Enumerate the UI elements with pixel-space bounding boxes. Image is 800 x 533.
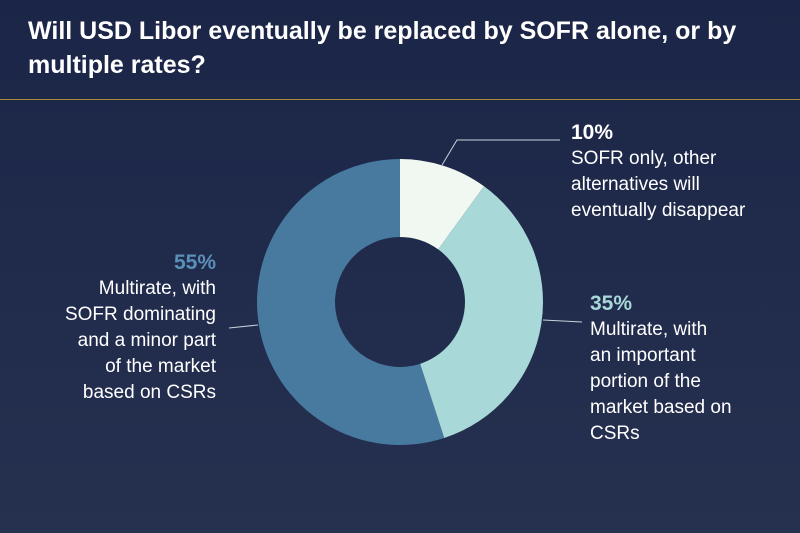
donut-slices xyxy=(256,159,543,445)
leader-line-multirate-sofr-dominating xyxy=(228,324,259,329)
slice-label-multirate-csrs: 35% Multirate, with an important portion… xyxy=(590,290,732,447)
slice-desc-multirate-csrs: Multirate, with an important portion of … xyxy=(590,319,732,444)
slice-sofr-only xyxy=(400,159,485,250)
leader-line-multirate-csrs xyxy=(542,319,583,323)
leader-lines xyxy=(228,139,583,329)
slice-label-multirate-sofr-dominating: 55% Multirate, with SOFR dominating and … xyxy=(40,249,216,406)
chart-title: Will USD Libor eventually be replaced by… xyxy=(28,17,737,79)
slice-value-multirate-csrs: 35% xyxy=(590,292,633,315)
leader-line-sofr-only xyxy=(441,139,560,166)
slice-desc-sofr-only: SOFR only, other alternatives will event… xyxy=(571,148,746,221)
slice-label-sofr-only: 10% SOFR only, other alternatives will e… xyxy=(571,119,745,224)
slice-multirate-csrs xyxy=(420,186,543,439)
slice-desc-multirate-sofr-dominating: Multirate, with SOFR dominating and a mi… xyxy=(64,278,216,403)
slice-value-sofr-only: 10% xyxy=(571,121,614,144)
slice-multirate-sofr-dominating xyxy=(256,159,445,445)
slice-value-multirate-sofr-dominating: 55% xyxy=(173,251,216,274)
title-divider xyxy=(0,99,800,100)
